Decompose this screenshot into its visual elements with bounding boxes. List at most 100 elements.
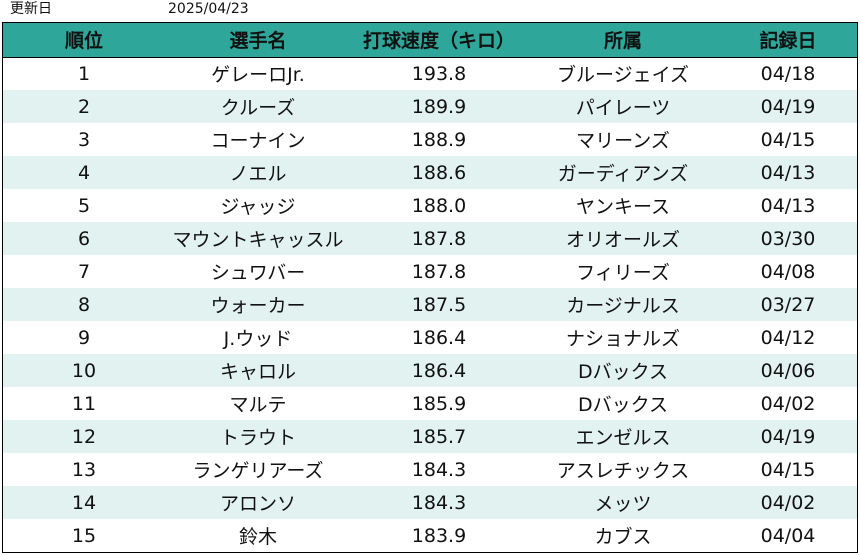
team-cell: エンゼルス [575, 427, 671, 449]
speed-cell: 189.9 [411, 95, 467, 118]
rank-cell: 4 [77, 161, 91, 184]
header-rank: 順位 [3, 23, 165, 58]
table-row: 14 アロンソ 184.3 メッツ 04/02 [3, 486, 857, 519]
speed-cell: 186.4 [411, 359, 467, 382]
date-cell: 04/04 [760, 524, 816, 547]
player-name-cell: マウントキャッスル [172, 229, 344, 251]
rank-cell: 1 [77, 62, 91, 85]
header-exit-velocity: 打球速度（キロ） [351, 23, 527, 58]
speed-cell: 193.8 [411, 62, 467, 85]
player-name-cell: ウォーカー [210, 295, 306, 317]
date-cell: 04/02 [760, 392, 816, 415]
speed-cell: 187.8 [411, 227, 467, 250]
rank-cell: 12 [71, 425, 97, 448]
table-body: 1 ゲレーロJr. 193.8 ブルージェイズ 04/18 2 クルーズ 189… [3, 57, 857, 552]
rank-cell: 10 [71, 359, 97, 382]
update-info: 更新日 2025/04/23 [0, 0, 860, 20]
table-row: 15 鈴木 183.9 カブス 04/04 [3, 519, 857, 552]
header-row: 順位 選手名 打球速度（キロ） 所属 記録日 [3, 23, 857, 58]
speed-cell: 188.0 [411, 194, 467, 217]
speed-cell: 183.9 [411, 524, 467, 547]
table-row: 11 マルテ 185.9 Dバックス 04/02 [3, 387, 857, 420]
speed-cell: 186.4 [411, 326, 467, 349]
rank-cell: 6 [77, 227, 91, 250]
player-name-cell: キャロル [219, 361, 296, 383]
team-cell: カージナルス [566, 295, 680, 317]
player-name-cell: コーナイン [210, 130, 306, 152]
player-name-cell: ゲレーロJr. [211, 64, 305, 87]
ranking-table-container: 順位 選手名 打球速度（キロ） 所属 記録日 1 ゲレーロJr. 193.8 ブ… [2, 22, 858, 553]
date-cell: 04/19 [760, 95, 816, 118]
date-cell: 04/15 [760, 458, 816, 481]
team-cell: Dバックス [577, 361, 669, 383]
table-row: 5 ジャッジ 188.0 ヤンキース 04/13 [3, 189, 857, 222]
speed-cell: 184.3 [411, 491, 467, 514]
table-row: 8 ウォーカー 187.5 カージナルス 03/27 [3, 288, 857, 321]
date-cell: 04/12 [760, 326, 816, 349]
date-cell: 04/02 [760, 491, 816, 514]
player-name-cell: ノエル [229, 163, 287, 185]
player-name-cell: シュワバー [210, 262, 306, 284]
team-cell: Dバックス [577, 394, 669, 416]
rank-cell: 9 [77, 326, 91, 349]
header-record-date: 記録日 [719, 23, 857, 58]
table-row: 4 ノエル 188.6 ガーディアンズ 04/13 [3, 156, 857, 189]
speed-cell: 187.8 [411, 260, 467, 283]
team-cell: ヤンキース [575, 196, 671, 218]
update-date: 2025/04/23 [168, 1, 249, 17]
date-cell: 04/18 [760, 62, 816, 85]
table-header: 順位 選手名 打球速度（キロ） 所属 記録日 [3, 23, 857, 58]
player-name-cell: J.ウッド [223, 328, 293, 350]
team-cell: カブス [594, 526, 652, 548]
team-cell: フィリーズ [576, 262, 670, 284]
rank-cell: 8 [77, 293, 91, 316]
team-cell: マリーンズ [576, 130, 670, 152]
header-player-name: 選手名 [165, 23, 351, 58]
speed-cell: 188.6 [411, 161, 467, 184]
rank-cell: 14 [71, 491, 97, 514]
header-team: 所属 [527, 23, 719, 58]
rank-cell: 15 [71, 524, 97, 547]
speed-cell: 185.9 [411, 392, 467, 415]
team-cell: アスレチックス [556, 460, 690, 482]
table-row: 10 キャロル 186.4 Dバックス 04/06 [3, 354, 857, 387]
team-cell: メッツ [594, 493, 652, 515]
update-label: 更新日 [10, 1, 52, 17]
table-row: 13 ランゲリアーズ 184.3 アスレチックス 04/15 [3, 453, 857, 486]
table-row: 6 マウントキャッスル 187.8 オリオールズ 03/30 [3, 222, 857, 255]
date-cell: 04/06 [760, 359, 816, 382]
team-cell: オリオールズ [565, 229, 680, 251]
player-name-cell: アロンソ [219, 493, 296, 515]
date-cell: 04/13 [760, 161, 816, 184]
team-cell: ガーディアンズ [557, 163, 689, 185]
rank-cell: 11 [71, 392, 97, 415]
player-name-cell: ジャッジ [220, 196, 296, 218]
rank-cell: 13 [71, 458, 97, 481]
player-name-cell: ランゲリアーズ [192, 460, 324, 482]
date-cell: 04/13 [760, 194, 816, 217]
date-cell: 04/19 [760, 425, 816, 448]
speed-cell: 185.7 [411, 425, 467, 448]
table-row: 3 コーナイン 188.9 マリーンズ 04/15 [3, 123, 857, 156]
speed-cell: 187.5 [411, 293, 467, 316]
team-cell: ブルージェイズ [556, 64, 690, 87]
team-cell: ナショナルズ [565, 328, 680, 350]
player-name-cell: 鈴木 [238, 526, 277, 548]
date-cell: 04/15 [760, 128, 816, 151]
ranking-table: 順位 選手名 打球速度（キロ） 所属 記録日 1 ゲレーロJr. 193.8 ブ… [3, 23, 857, 552]
rank-cell: 5 [77, 194, 91, 217]
speed-cell: 184.3 [411, 458, 467, 481]
rank-cell: 3 [77, 128, 91, 151]
speed-cell: 188.9 [411, 128, 467, 151]
table-row: 9 J.ウッド 186.4 ナショナルズ 04/12 [3, 321, 857, 354]
table-row: 2 クルーズ 189.9 パイレーツ 04/19 [3, 90, 857, 123]
rank-cell: 2 [77, 95, 91, 118]
table-row: 12 トラウト 185.7 エンゼルス 04/19 [3, 420, 857, 453]
table-row: 1 ゲレーロJr. 193.8 ブルージェイズ 04/18 [3, 57, 857, 90]
player-name-cell: トラウト [219, 427, 296, 449]
rank-cell: 7 [77, 260, 91, 283]
table-row: 7 シュワバー 187.8 フィリーズ 04/08 [3, 255, 857, 288]
date-cell: 04/08 [760, 260, 816, 283]
player-name-cell: クルーズ [220, 97, 296, 119]
date-cell: 03/30 [760, 227, 816, 250]
